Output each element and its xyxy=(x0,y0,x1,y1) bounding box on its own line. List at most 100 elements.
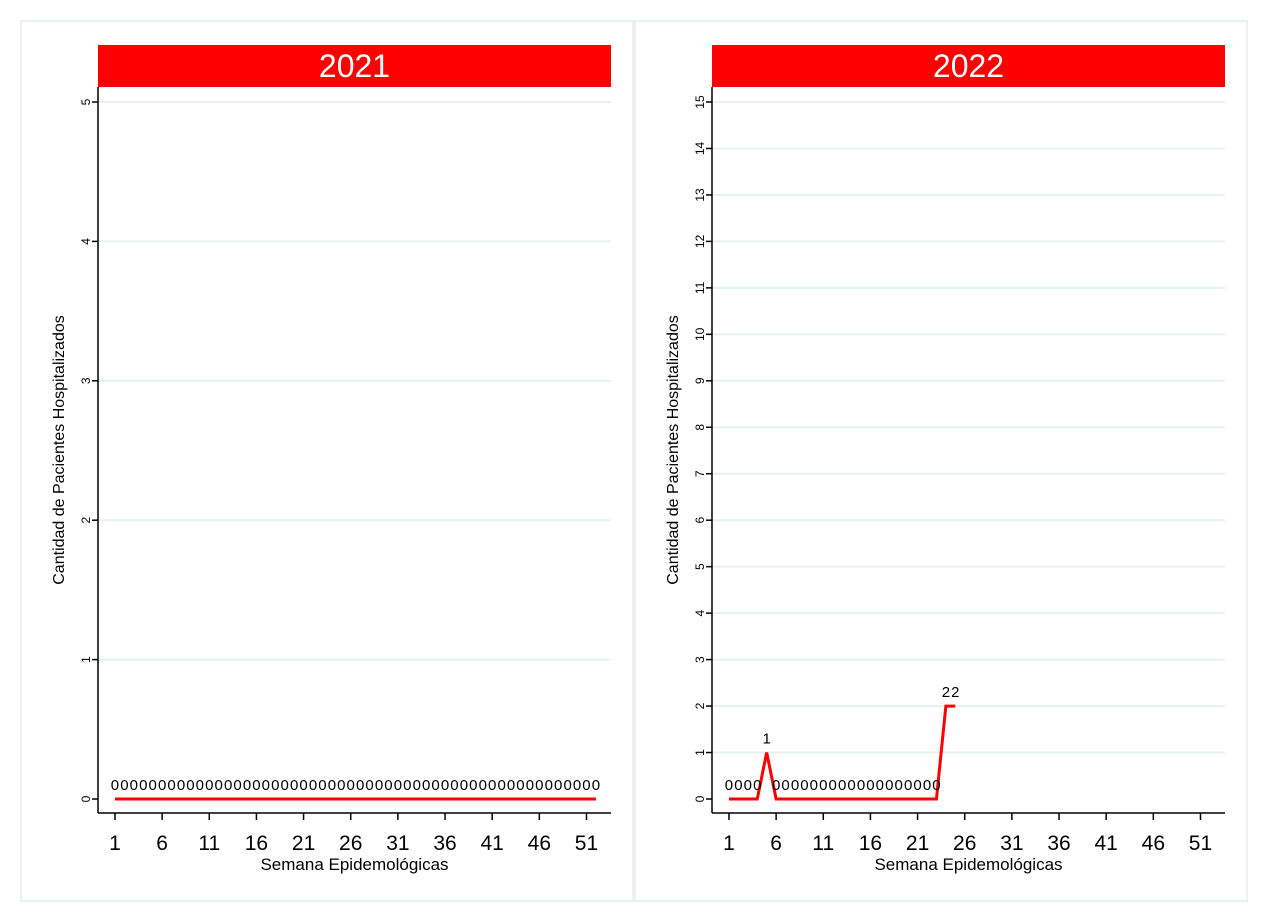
x-tick-label: 11 xyxy=(198,832,220,855)
data-label: 2 xyxy=(942,684,950,701)
data-label: 0 xyxy=(829,777,837,794)
data-label: 0 xyxy=(847,777,855,794)
data-label: 0 xyxy=(563,777,571,794)
data-label: 0 xyxy=(111,777,119,794)
data-label: 0 xyxy=(744,777,752,794)
y-tick-label: 1 xyxy=(693,749,707,756)
data-label: 0 xyxy=(479,777,487,794)
x-tick-label: 11 xyxy=(812,832,834,855)
y-tick-label: 5 xyxy=(693,563,707,570)
data-label: 0 xyxy=(196,777,204,794)
title-banner xyxy=(712,45,1225,87)
x-tick-label: 16 xyxy=(859,832,882,855)
data-label: 0 xyxy=(592,777,600,794)
y-axis-title: Cantidad de Pacientes Hospitalizados xyxy=(665,315,682,585)
data-label: 0 xyxy=(516,777,524,794)
y-tick-label: 5 xyxy=(79,98,93,105)
x-axis-ticks: 1 6 11 16 21 26 31 36 41 46 51 xyxy=(109,813,598,855)
data-label: 0 xyxy=(413,777,421,794)
x-tick-label: 46 xyxy=(528,832,551,855)
data-label: 0 xyxy=(139,777,147,794)
data-label: 0 xyxy=(365,777,373,794)
data-label: 0 xyxy=(177,777,185,794)
y-tick-label: 0 xyxy=(693,795,707,802)
data-label: 0 xyxy=(186,777,194,794)
y-tick-label: 1 xyxy=(79,656,93,663)
data-label: 0 xyxy=(271,777,279,794)
x-tick-label: 41 xyxy=(481,832,504,855)
y-tick-label: 12 xyxy=(693,234,707,248)
x-tick-label: 6 xyxy=(770,832,782,855)
x-tick-label: 26 xyxy=(953,832,976,855)
data-label: 0 xyxy=(535,777,543,794)
x-axis-ticks: 1 6 11 16 21 26 31 36 41 46 51 xyxy=(723,813,1212,855)
title-banner xyxy=(98,45,611,87)
y-tick-label: 7 xyxy=(693,470,707,477)
y-tick-label: 2 xyxy=(79,517,93,524)
data-label: 0 xyxy=(885,777,893,794)
data-label: 0 xyxy=(356,777,364,794)
panel-frame xyxy=(634,20,1248,902)
data-label: 0 xyxy=(488,777,496,794)
data-label: 0 xyxy=(431,777,439,794)
data-label: 0 xyxy=(130,777,138,794)
x-tick-label: 21 xyxy=(292,832,315,855)
data-label: 0 xyxy=(469,777,477,794)
data-label: 2 xyxy=(951,684,959,701)
x-tick-label: 51 xyxy=(575,832,598,855)
data-label: 0 xyxy=(460,777,468,794)
data-label: 0 xyxy=(252,777,260,794)
chart-title: 2022 xyxy=(933,48,1004,84)
data-label: 0 xyxy=(309,777,317,794)
data-label: 0 xyxy=(904,777,912,794)
data-labels: 0 0 0 010 0 0 0 0 0 0 0 0 0 0 0 0 0 0 0 0 02 2 xyxy=(725,684,960,794)
data-label: 0 xyxy=(328,777,336,794)
data-label: 0 xyxy=(149,777,157,794)
data-label: 0 xyxy=(725,777,733,794)
data-label: 0 xyxy=(545,777,553,794)
x-tick-label: 31 xyxy=(1000,832,1023,855)
y-tick-label: 2 xyxy=(693,702,707,709)
x-tick-label: 16 xyxy=(245,832,268,855)
data-label: 0 xyxy=(262,777,270,794)
data-label: 1 xyxy=(763,731,771,748)
grid-lines xyxy=(98,101,611,661)
data-label: 0 xyxy=(772,777,780,794)
data-label: 0 xyxy=(337,777,345,794)
data-label: 0 xyxy=(394,777,402,794)
y-axis-ticks: 0 1 2 3 4 5 xyxy=(79,98,98,802)
x-tick-label: 51 xyxy=(1189,832,1212,855)
y-tick-label: 0 xyxy=(79,795,93,802)
y-tick-label: 9 xyxy=(693,377,707,384)
x-tick-label: 1 xyxy=(109,832,121,855)
data-label: 0 xyxy=(158,777,166,794)
data-label: 0 xyxy=(507,777,515,794)
data-label: 0 xyxy=(205,777,213,794)
x-tick-label: 36 xyxy=(433,832,456,855)
data-label: 0 xyxy=(582,777,590,794)
data-label: 0 xyxy=(167,777,175,794)
x-tick-label: 6 xyxy=(156,832,168,855)
x-tick-label: 41 xyxy=(1095,832,1118,855)
data-label: 0 xyxy=(810,777,818,794)
x-tick-label: 36 xyxy=(1047,832,1070,855)
data-label: 0 xyxy=(120,777,128,794)
y-tick-label: 11 xyxy=(693,281,707,294)
data-label: 0 xyxy=(800,777,808,794)
y-tick-label: 4 xyxy=(693,609,707,616)
y-tick-label: 8 xyxy=(693,424,707,431)
data-label: 0 xyxy=(450,777,458,794)
y-tick-label: 3 xyxy=(79,377,93,384)
data-label: 0 xyxy=(375,777,383,794)
data-label: 0 xyxy=(526,777,534,794)
data-label: 0 xyxy=(318,777,326,794)
panel-frame xyxy=(20,20,634,902)
data-label: 0 xyxy=(224,777,232,794)
data-label: 0 xyxy=(913,777,921,794)
data-label: 0 xyxy=(290,777,298,794)
y-axis-title: Cantidad de Pacientes Hospitalizados xyxy=(51,315,68,585)
data-label: 0 xyxy=(554,777,562,794)
data-label: 0 xyxy=(753,777,761,794)
x-tick-label: 31 xyxy=(386,832,409,855)
